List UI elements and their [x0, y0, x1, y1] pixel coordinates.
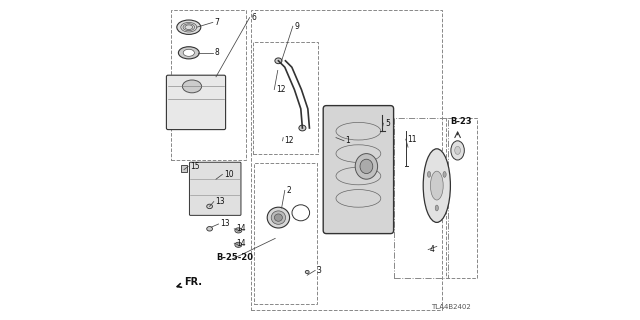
- Ellipse shape: [299, 125, 306, 131]
- FancyBboxPatch shape: [189, 162, 241, 215]
- Ellipse shape: [183, 49, 195, 56]
- Text: 14: 14: [236, 224, 246, 233]
- Ellipse shape: [268, 207, 289, 228]
- Text: 13: 13: [215, 197, 225, 206]
- Text: 4: 4: [430, 245, 435, 254]
- Text: 11: 11: [408, 135, 417, 144]
- Text: 2: 2: [287, 186, 291, 195]
- Ellipse shape: [207, 227, 212, 231]
- Text: B-25-20: B-25-20: [216, 253, 253, 262]
- Text: 10: 10: [224, 170, 234, 179]
- Text: TLA4B2402: TLA4B2402: [431, 304, 470, 310]
- Text: 6: 6: [252, 13, 256, 22]
- Ellipse shape: [360, 159, 372, 173]
- Bar: [447, 118, 477, 278]
- Ellipse shape: [275, 214, 282, 221]
- Text: 9: 9: [294, 22, 300, 31]
- Ellipse shape: [305, 270, 309, 274]
- Ellipse shape: [428, 172, 431, 177]
- FancyBboxPatch shape: [166, 75, 226, 130]
- Ellipse shape: [182, 80, 202, 93]
- Bar: [172, 10, 246, 160]
- Ellipse shape: [179, 47, 199, 59]
- Ellipse shape: [235, 242, 242, 247]
- Text: 13: 13: [220, 220, 230, 228]
- Ellipse shape: [431, 171, 443, 200]
- Ellipse shape: [423, 149, 451, 222]
- Text: FR.: FR.: [177, 276, 202, 287]
- Bar: [251, 10, 442, 310]
- Text: 12: 12: [284, 136, 294, 145]
- Text: 7: 7: [214, 18, 220, 27]
- Text: 14: 14: [236, 239, 246, 248]
- Text: 1: 1: [346, 136, 350, 145]
- Ellipse shape: [207, 204, 212, 209]
- Ellipse shape: [275, 58, 282, 64]
- Bar: [182, 165, 187, 172]
- Bar: [394, 118, 448, 278]
- Text: 15: 15: [189, 162, 200, 171]
- Text: 5: 5: [385, 119, 390, 128]
- Ellipse shape: [237, 244, 240, 246]
- Ellipse shape: [443, 172, 446, 177]
- Text: B-23: B-23: [451, 117, 472, 126]
- Ellipse shape: [355, 154, 378, 179]
- Ellipse shape: [455, 147, 461, 155]
- FancyBboxPatch shape: [323, 106, 394, 234]
- Ellipse shape: [451, 141, 465, 160]
- Ellipse shape: [271, 211, 285, 224]
- Ellipse shape: [177, 20, 201, 35]
- Text: 8: 8: [214, 48, 219, 57]
- Text: 12: 12: [276, 85, 285, 94]
- Ellipse shape: [237, 229, 240, 232]
- Ellipse shape: [435, 205, 438, 211]
- Bar: [253, 42, 319, 154]
- Text: 3: 3: [317, 266, 322, 275]
- Bar: [254, 163, 317, 304]
- Ellipse shape: [235, 228, 242, 233]
